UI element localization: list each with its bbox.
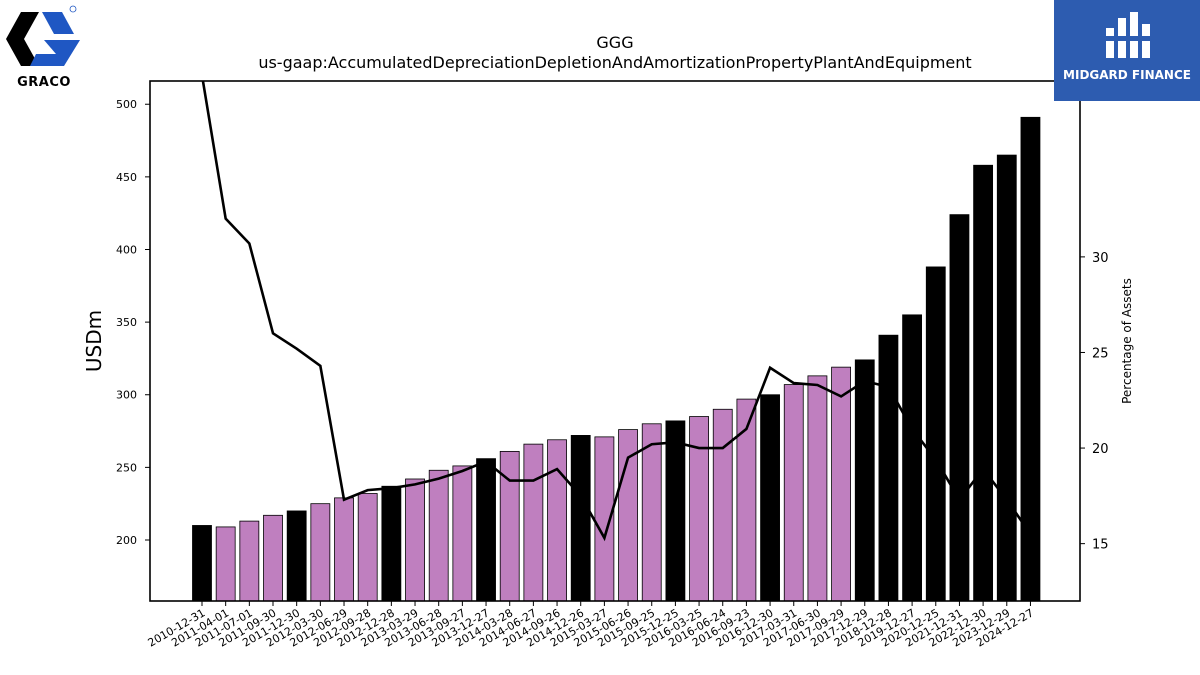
midgard-mark-icon [1104, 12, 1152, 58]
bar-2022-12-30 [973, 164, 994, 602]
bar-group [192, 116, 1041, 602]
y-tick-label: 400 [116, 243, 137, 256]
bar-2023-12-29 [996, 154, 1017, 602]
bar-2011-09-30 [263, 514, 283, 602]
bar-2015-09-25 [641, 423, 662, 602]
x-axis: 2010-12-312011-04-012011-07-012011-09-30… [146, 601, 1036, 650]
bar-2014-12-26 [570, 435, 591, 602]
percentage-of-assets-line [201, 81, 1032, 542]
chart-title: GGG [596, 33, 633, 52]
midgard-finance-logo: MIDGARD FINANCE [1054, 0, 1200, 101]
y2-tick-label: 25 [1092, 346, 1109, 361]
bar-2013-03-29 [405, 478, 425, 602]
bar-2011-12-30 [286, 510, 307, 602]
y-tick-label: 500 [116, 98, 137, 111]
y-tick-label: 250 [116, 461, 137, 474]
midgard-finance-text: MIDGARD FINANCE [1063, 68, 1191, 82]
bar-2013-12-27 [476, 458, 496, 602]
bar-2015-12-25 [665, 420, 686, 602]
bar-2018-12-28 [878, 334, 899, 602]
y2-axis-label: Percentage of Assets [1120, 278, 1134, 404]
percentage-line-layer [201, 81, 1032, 542]
bar-2020-12-25 [925, 266, 946, 602]
graco-logo: GRACO [4, 4, 82, 90]
bar-2011-04-01 [215, 526, 236, 602]
bar-2012-03-30 [310, 503, 331, 602]
graco-logo-text: GRACO [17, 75, 71, 90]
bar-2010-12-31 [192, 525, 212, 602]
bar-2014-09-26 [547, 439, 567, 602]
graco-g-icon [6, 5, 80, 66]
chart-subtitle: us-gaap:AccumulatedDepreciationDepletion… [258, 53, 971, 72]
bar-2012-12-28 [381, 485, 402, 602]
bar-2017-06-30 [807, 375, 828, 602]
y-axis-right: 15 20 25 30 [1080, 251, 1109, 553]
bar-2017-12-29 [854, 359, 875, 602]
bar-2017-03-31 [783, 384, 804, 602]
y2-tick-label: 20 [1092, 442, 1109, 457]
bar-2013-06-28 [428, 469, 449, 602]
y2-tick-label: 15 [1092, 538, 1109, 553]
bar-2016-03-25 [689, 416, 709, 602]
y-tick-label: 300 [116, 389, 137, 402]
bar-2016-06-24 [712, 408, 733, 602]
bar-2012-06-29 [334, 497, 354, 602]
y-tick-label: 200 [116, 534, 137, 547]
bar-2019-12-27 [902, 314, 922, 602]
y-tick-label: 350 [116, 316, 137, 329]
bar-2013-09-27 [452, 465, 473, 602]
bar-2024-12-27 [1020, 116, 1041, 602]
plot-frame [149, 80, 1081, 602]
bar-2016-12-30 [760, 394, 780, 602]
bar-2011-07-01 [239, 520, 260, 602]
bar-2014-06-27 [523, 443, 544, 602]
bar-2021-12-31 [949, 214, 970, 602]
y-tick-label: 450 [116, 171, 137, 184]
y-axis-left: 200 250 300 350 400 450 500 [116, 98, 150, 547]
y-axis-label: USDm [82, 310, 106, 372]
bar-2012-09-28 [357, 493, 378, 602]
y2-tick-label: 30 [1092, 251, 1109, 266]
bar-2017-09-29 [831, 366, 851, 602]
